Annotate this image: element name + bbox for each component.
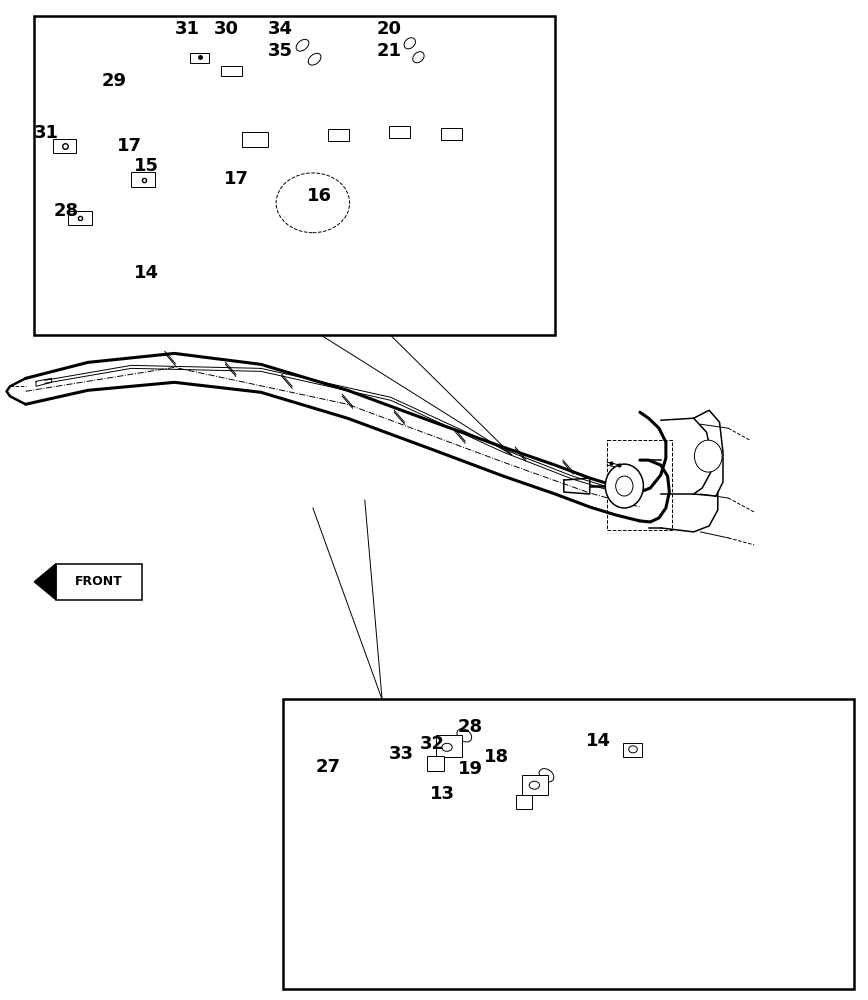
Bar — [68, 211, 92, 225]
Text: 29: 29 — [102, 72, 127, 90]
Bar — [242, 132, 268, 147]
Bar — [53, 139, 76, 153]
Bar — [622, 743, 641, 757]
Text: 14: 14 — [135, 264, 159, 282]
Ellipse shape — [308, 53, 321, 65]
Text: 21: 21 — [377, 42, 402, 60]
Text: 20: 20 — [377, 20, 402, 38]
Text: 33: 33 — [389, 745, 414, 763]
Bar — [516, 795, 532, 809]
Text: 17: 17 — [224, 170, 249, 188]
Bar — [436, 735, 462, 757]
Bar — [523, 775, 549, 795]
Ellipse shape — [442, 743, 452, 751]
Text: 15: 15 — [135, 157, 159, 175]
Bar — [441, 128, 462, 140]
Bar — [34, 16, 556, 335]
Ellipse shape — [539, 769, 554, 782]
Bar — [131, 172, 155, 187]
Bar — [190, 53, 209, 63]
Text: 28: 28 — [457, 718, 483, 736]
Text: 31: 31 — [175, 20, 200, 38]
Bar — [389, 126, 410, 138]
Polygon shape — [34, 564, 56, 600]
Text: 35: 35 — [267, 42, 293, 60]
Bar — [283, 699, 853, 989]
Text: 27: 27 — [316, 758, 341, 776]
Text: 19: 19 — [457, 760, 483, 778]
Bar — [328, 129, 349, 141]
Text: 17: 17 — [117, 137, 142, 155]
Bar — [221, 66, 242, 76]
Bar — [427, 756, 444, 771]
Text: 16: 16 — [307, 187, 332, 205]
Text: 13: 13 — [431, 785, 455, 803]
Text: 32: 32 — [420, 735, 444, 753]
Ellipse shape — [457, 729, 471, 742]
Text: 14: 14 — [586, 732, 611, 750]
Bar — [56, 564, 142, 600]
Ellipse shape — [628, 746, 637, 753]
Ellipse shape — [529, 781, 540, 789]
Text: 34: 34 — [267, 20, 293, 38]
Ellipse shape — [276, 173, 350, 233]
Ellipse shape — [404, 38, 416, 49]
Text: 30: 30 — [214, 20, 239, 38]
Circle shape — [694, 440, 722, 472]
Ellipse shape — [296, 39, 309, 51]
Text: 18: 18 — [483, 748, 509, 766]
Text: 28: 28 — [54, 202, 79, 220]
Text: 31: 31 — [34, 124, 59, 142]
Circle shape — [605, 464, 643, 508]
Text: FRONT: FRONT — [75, 575, 122, 588]
Circle shape — [615, 476, 633, 496]
Ellipse shape — [413, 52, 424, 63]
